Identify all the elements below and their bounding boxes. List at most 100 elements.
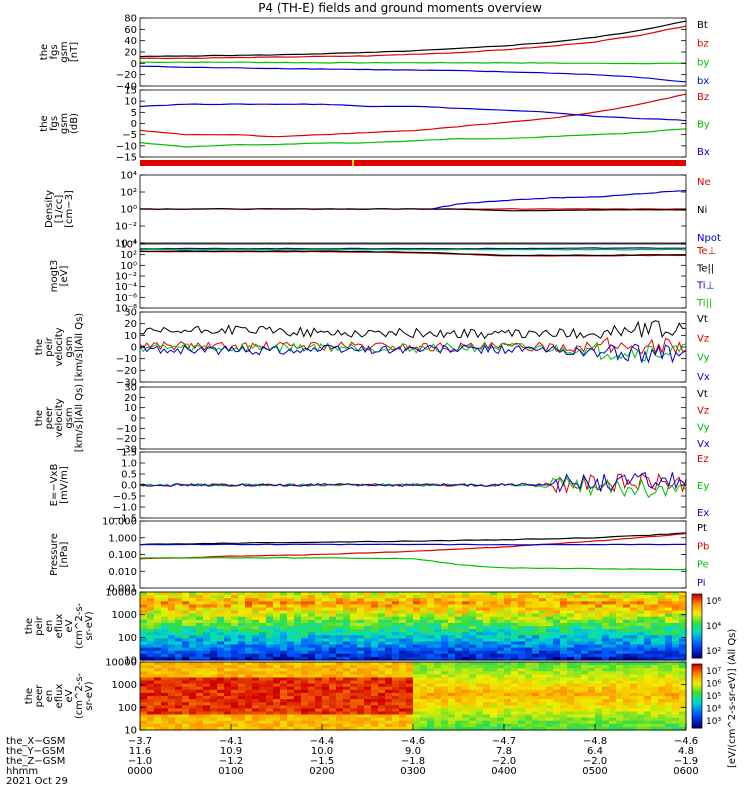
heatmap-cell	[595, 601, 603, 605]
heatmap-cell	[168, 610, 176, 615]
colorbar-cell	[692, 668, 702, 671]
heatmap-cell	[518, 671, 526, 675]
heatmap-cell	[343, 665, 351, 669]
heatmap-cell	[588, 726, 596, 731]
heatmap-cell	[455, 680, 463, 685]
heatmap-cell	[434, 607, 442, 612]
heatmap-cell	[490, 702, 498, 706]
heatmap-cell	[140, 683, 148, 688]
heatmap-cell	[658, 705, 666, 709]
heatmap-cell	[434, 629, 442, 633]
heatmap-cell	[623, 647, 631, 652]
heatmap-cell	[168, 680, 176, 685]
series-line-Ti⊥	[140, 247, 686, 250]
heatmap-cell	[273, 711, 281, 716]
heatmap-cell	[294, 656, 302, 661]
heatmap-cell	[651, 696, 659, 700]
legend-entry: Vx	[697, 439, 710, 450]
heatmap-cell	[189, 705, 197, 709]
heatmap-cell	[623, 689, 631, 694]
heatmap-cell	[168, 726, 176, 731]
heatmap-cell	[378, 613, 386, 618]
heatmap-cell	[420, 647, 428, 652]
heatmap-cell	[574, 641, 582, 646]
heatmap-cell	[385, 705, 393, 709]
heatmap-cell	[658, 619, 666, 624]
heatmap-cell	[420, 607, 428, 612]
heatmap-cell	[245, 708, 253, 713]
colorbar-cell	[692, 689, 702, 693]
x-tick-label: 0200	[309, 766, 334, 777]
heatmap-cell	[518, 592, 526, 596]
heatmap-cell	[273, 644, 281, 649]
heatmap-cell	[231, 702, 239, 706]
heatmap-cell	[553, 610, 561, 615]
heatmap-cell	[413, 647, 421, 652]
heatmap-cell	[602, 622, 610, 627]
heatmap-cell	[266, 711, 274, 716]
heatmap-cell	[490, 726, 498, 731]
heatmap-cell	[532, 720, 540, 725]
heatmap-cell	[560, 613, 568, 618]
heatmap-cell	[336, 595, 344, 599]
heatmap-cell	[315, 708, 323, 713]
heatmap-cell	[532, 656, 540, 661]
heatmap-cell	[567, 708, 575, 713]
heatmap-cell	[434, 662, 442, 666]
heatmap-cell	[532, 692, 540, 697]
heatmap-cell	[630, 726, 638, 731]
colorbar-cell	[692, 645, 702, 648]
heatmap-cell	[357, 635, 365, 639]
heatmap-cell	[357, 702, 365, 706]
heatmap-cell	[189, 604, 197, 609]
heatmap-cell	[189, 647, 197, 652]
heatmap-cell	[637, 683, 645, 688]
heatmap-cell	[511, 644, 519, 649]
heatmap-cell	[252, 714, 260, 719]
heatmap-cell	[525, 705, 533, 709]
heatmap-cell	[679, 604, 687, 609]
heatmap-cell	[616, 650, 624, 655]
heatmap-cell	[140, 677, 148, 682]
heatmap-cell	[455, 699, 463, 703]
heatmap-cell	[301, 696, 309, 700]
y-tick-label: −5	[122, 130, 137, 141]
heatmap-cell	[644, 616, 652, 621]
heatmap-cell	[420, 632, 428, 636]
heatmap-cell	[343, 601, 351, 605]
heatmap-cell	[434, 644, 442, 649]
heatmap-cell	[308, 635, 316, 639]
heatmap-cell	[399, 598, 407, 602]
heatmap-cell	[189, 632, 197, 636]
heatmap-cell	[322, 622, 330, 627]
heatmap-cell	[518, 680, 526, 685]
heatmap-cell	[322, 647, 330, 652]
heatmap-cell	[532, 711, 540, 716]
heatmap-cell	[644, 656, 652, 661]
heatmap-cell	[245, 662, 253, 666]
heatmap-cell	[581, 705, 589, 709]
heatmap-cell	[273, 692, 281, 697]
legend-entry: Vt	[697, 314, 708, 325]
colorbar-cell	[692, 676, 702, 680]
heatmap-cell	[287, 656, 295, 661]
heatmap-cell	[245, 720, 253, 725]
heatmap-cell	[392, 683, 400, 688]
heatmap-cell	[483, 595, 491, 599]
heatmap-cell	[392, 686, 400, 691]
heatmap-cell	[280, 598, 288, 602]
heatmap-cell	[175, 711, 183, 716]
heatmap-cell	[595, 653, 603, 658]
heatmap-cell	[196, 626, 204, 630]
heatmap-cell	[231, 592, 239, 596]
heatmap-cell	[476, 647, 484, 652]
heatmap-cell	[560, 662, 568, 666]
heatmap-cell	[483, 613, 491, 618]
heatmap-cell	[497, 635, 505, 639]
heatmap-cell	[280, 595, 288, 599]
heatmap-cell	[140, 592, 148, 596]
heatmap-cell	[378, 644, 386, 649]
heatmap-cell	[637, 644, 645, 649]
heatmap-cell	[259, 674, 267, 679]
